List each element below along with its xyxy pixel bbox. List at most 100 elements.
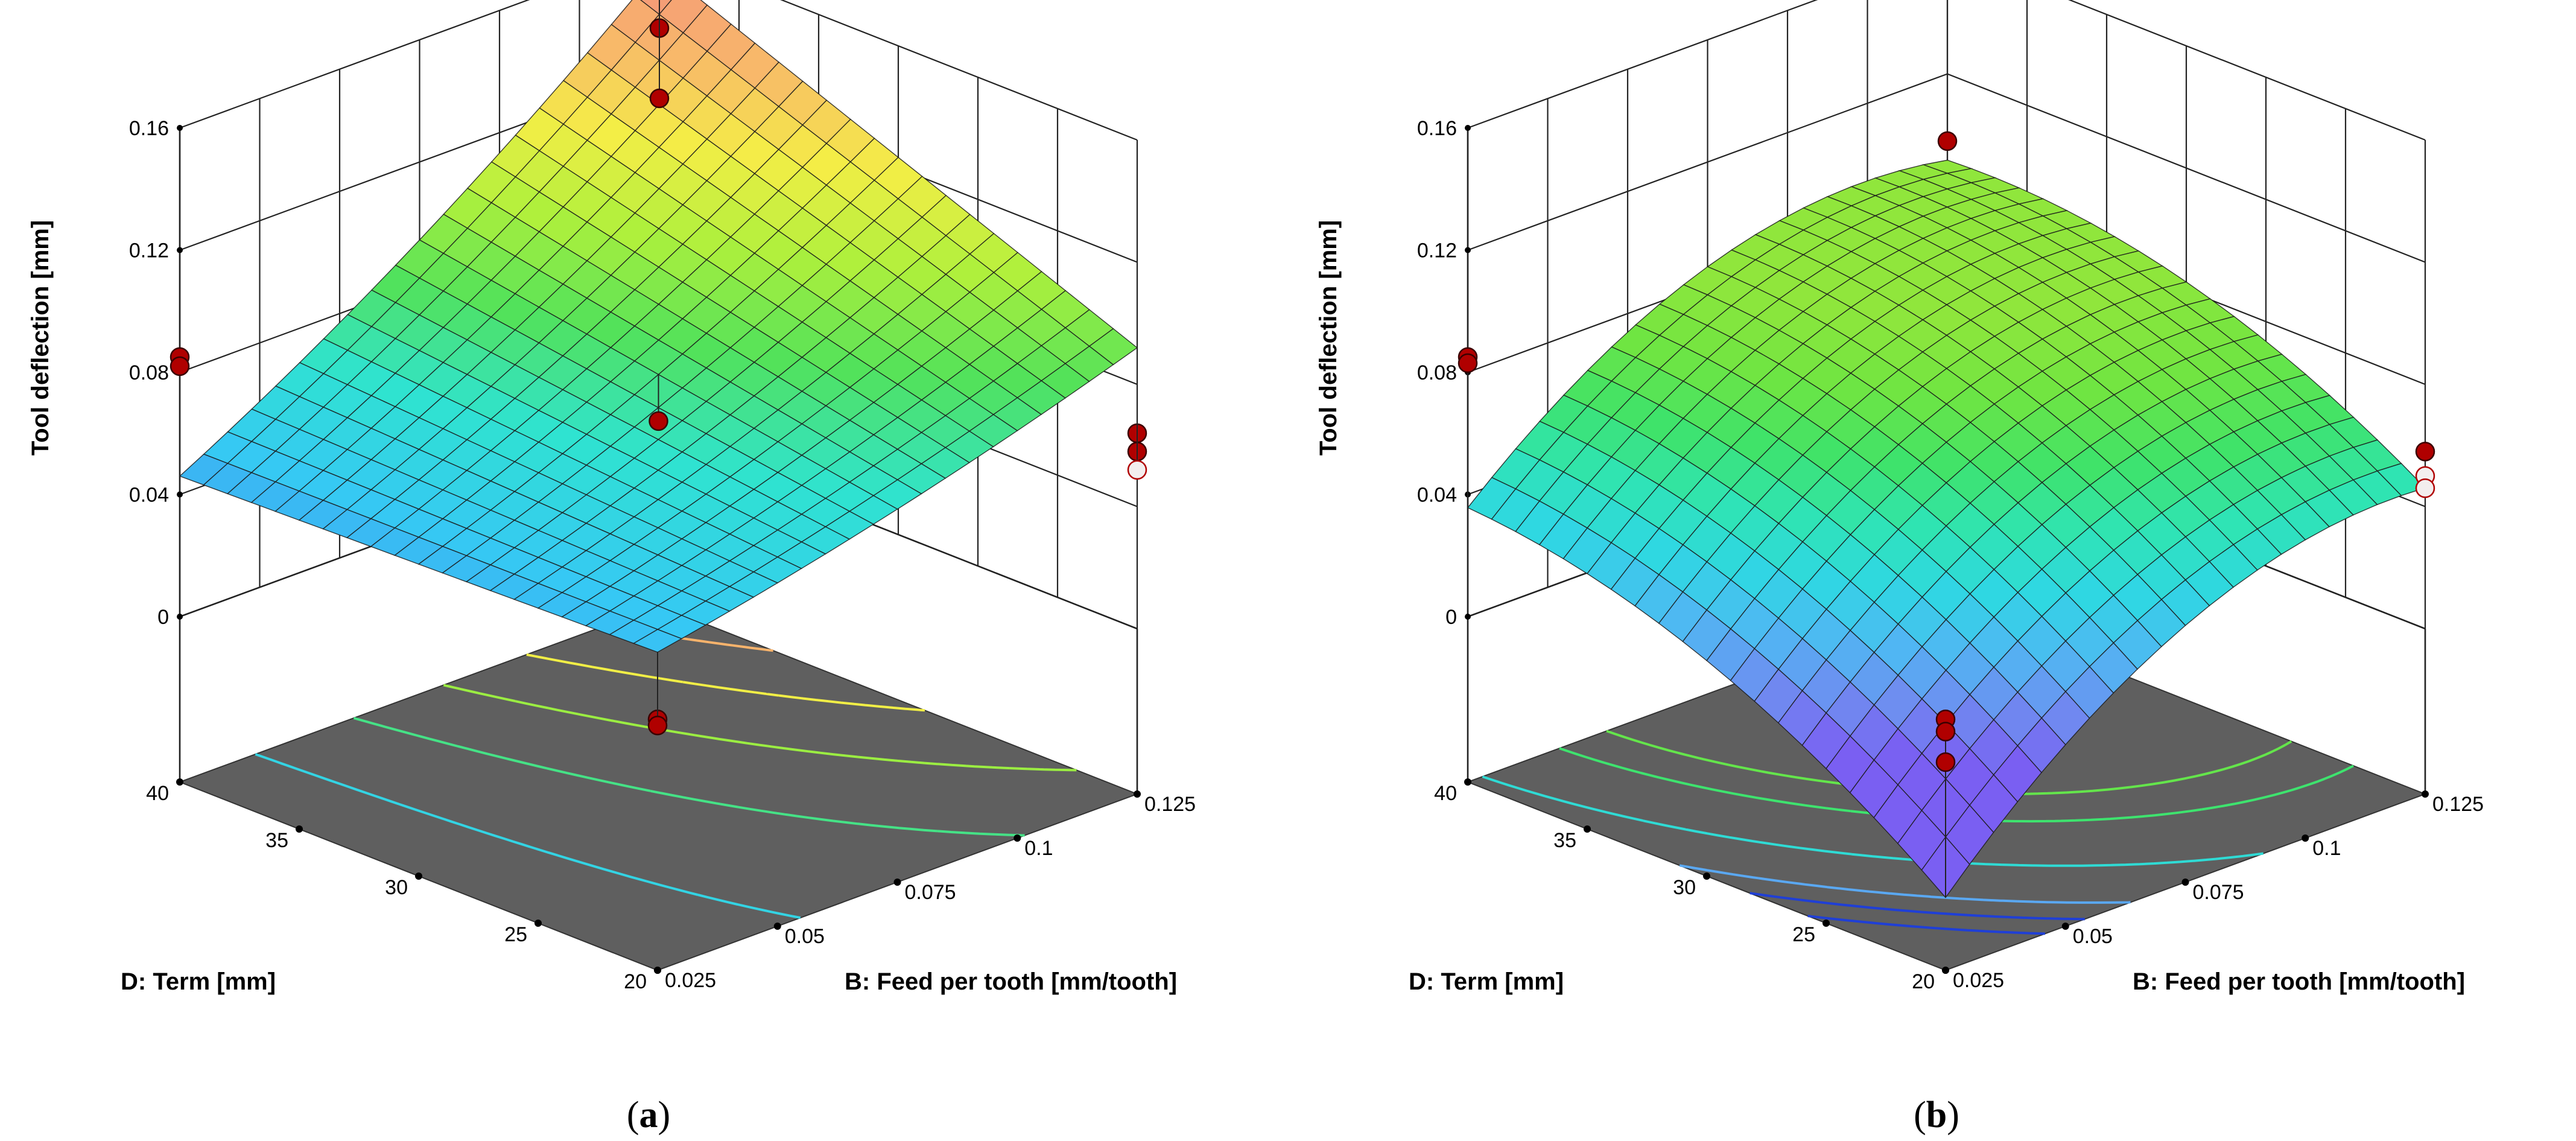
- x-tick-label: 0.125: [1144, 793, 1196, 816]
- panel-caption: (a): [627, 1095, 670, 1136]
- design-point: [2415, 442, 2435, 462]
- surface-plot-a: 0.025 0.05 0.075 0.1 0.125 20 25 30 35 40 0 0.04 0.0…: [27, 0, 1196, 1136]
- caption-close: ): [1947, 1095, 1959, 1136]
- y-tick-label: 30: [1673, 876, 1696, 899]
- z-tick-mark: [1465, 614, 1471, 620]
- z-axis-title: Tool deflection [mm]: [1315, 220, 1342, 456]
- y-axis-title: D: Term [mm]: [121, 968, 276, 995]
- y-tick-label: 20: [1912, 970, 1935, 993]
- y-tick-label: 25: [1792, 923, 1815, 946]
- panel-caption: (b): [1914, 1095, 1959, 1136]
- y-tick-label: 35: [1553, 829, 1576, 852]
- caption-open: (: [627, 1095, 639, 1136]
- design-point: [1458, 353, 1478, 373]
- z-tick-mark: [1465, 247, 1471, 253]
- design-point: [1935, 752, 1956, 772]
- design-point: [1127, 460, 1147, 480]
- x-tick-mark: [2181, 879, 2189, 886]
- x-tick-mark: [773, 923, 781, 930]
- x-tick-label: 0.1: [1024, 837, 1053, 860]
- x-tick-label: 0.075: [2193, 881, 2244, 904]
- floor-contour: [1807, 915, 2045, 935]
- x-tick-label: 0.025: [665, 969, 716, 992]
- x-tick-mark: [2302, 834, 2309, 842]
- design-points: [170, 0, 1147, 736]
- wall-gridline-horizontal: [1467, 0, 1818, 129]
- x-tick-label: 0.1: [2312, 837, 2341, 860]
- z-tick-label: 0.16: [129, 117, 169, 140]
- design-point: [170, 356, 190, 377]
- axis-ticks: 0.025 0.05 0.075 0.1 0.125 20 25 30 35 40 0 0.04 0.0…: [1417, 117, 2484, 993]
- x-tick-label: 0.075: [905, 881, 956, 904]
- axis-titles: Tool deflection [mm] B: Feed per tooth [m…: [1315, 220, 2465, 995]
- floor-contour: [353, 717, 1025, 837]
- y-tick-mark: [1584, 825, 1591, 833]
- z-tick-mark: [177, 125, 183, 131]
- wall-gridline-horizontal: [1947, 73, 2426, 263]
- chart-panel-b: 0.025 0.05 0.075 0.1 0.125 20 25 30 35 40 0 0.04 0.0…: [1288, 0, 2576, 1141]
- response-surface: [1467, 159, 2426, 898]
- x-axis-title: B: Feed per tooth [mm/tooth]: [2133, 968, 2465, 995]
- design-point: [1935, 722, 1956, 742]
- z-tick-label: 0.04: [1417, 484, 1457, 507]
- y-axis-title: D: Term [mm]: [1409, 968, 1564, 995]
- y-tick-mark: [1823, 920, 1830, 927]
- x-tick-mark: [2422, 790, 2429, 798]
- x-tick-label: 0.05: [2073, 925, 2113, 948]
- y-tick-label: 35: [265, 829, 288, 852]
- axis-ticks: 0.025 0.05 0.075 0.1 0.125 20 25 30 35 40 0 0.04 0.0…: [129, 117, 1196, 993]
- chart-panel-a: 0.025 0.05 0.075 0.1 0.125 20 25 30 35 40 0 0.04 0.0…: [27, 0, 1196, 1136]
- z-tick-label: 0.12: [129, 240, 169, 262]
- x-tick-label: 0.125: [2432, 793, 2484, 816]
- floor-contour: [1679, 864, 2131, 904]
- x-tick-mark: [2061, 923, 2069, 930]
- z-tick-label: 0: [157, 606, 169, 629]
- wall-gridline-horizontal: [1467, 73, 1948, 251]
- caption-letter: a: [639, 1095, 658, 1136]
- surface-plot-b: 0.025 0.05 0.075 0.1 0.125 20 25 30 35 40 0 0.04 0.0…: [1315, 0, 2484, 1136]
- design-point: [1937, 131, 1958, 151]
- axis-titles: Tool deflection [mm] B: Feed per tooth [m…: [27, 220, 1177, 995]
- y-tick-mark: [535, 920, 542, 927]
- floor-plane: [178, 605, 1139, 971]
- y-tick-label: 20: [624, 970, 647, 993]
- wall-gridline-horizontal: [2068, 0, 2426, 141]
- z-tick-label: 0: [1445, 606, 1457, 629]
- floor-surface: [178, 605, 1139, 971]
- x-tick-mark: [893, 879, 901, 886]
- x-tick-mark: [1014, 834, 1021, 842]
- y-tick-label: 40: [146, 782, 169, 805]
- design-point: [647, 716, 668, 736]
- design-point: [2415, 478, 2435, 498]
- z-tick-mark: [177, 491, 183, 498]
- y-tick-mark: [1942, 967, 1949, 974]
- design-point: [649, 411, 668, 431]
- wall-gridline-horizontal: [179, 0, 530, 129]
- floor-contour: [1750, 892, 2085, 921]
- z-tick-mark: [177, 247, 183, 253]
- y-tick-label: 30: [385, 876, 408, 899]
- y-tick-mark: [415, 872, 422, 880]
- caption-close: ): [658, 1095, 671, 1136]
- z-tick-mark: [1465, 125, 1471, 131]
- z-tick-label: 0.04: [129, 484, 169, 507]
- y-tick-mark: [654, 967, 661, 974]
- y-tick-label: 25: [504, 923, 527, 946]
- y-tick-mark: [1703, 872, 1710, 880]
- design-point: [649, 88, 670, 109]
- y-tick-mark: [1464, 778, 1471, 786]
- floor-contour: [526, 653, 925, 712]
- surface-cell: [632, 629, 683, 653]
- x-tick-label: 0.025: [1953, 969, 2004, 992]
- x-axis-title: B: Feed per tooth [mm/tooth]: [845, 968, 1177, 995]
- y-tick-mark: [176, 778, 183, 786]
- design-points: [1458, 131, 2435, 898]
- z-tick-label: 0.12: [1417, 240, 1457, 262]
- y-tick-mark: [296, 825, 303, 833]
- z-tick-label: 0.08: [129, 361, 169, 384]
- floor-contour: [255, 753, 801, 919]
- wall-gridline-horizontal: [780, 0, 1138, 141]
- x-tick-label: 0.05: [785, 925, 825, 948]
- y-tick-label: 40: [1434, 782, 1457, 805]
- x-tick-mark: [1134, 790, 1141, 798]
